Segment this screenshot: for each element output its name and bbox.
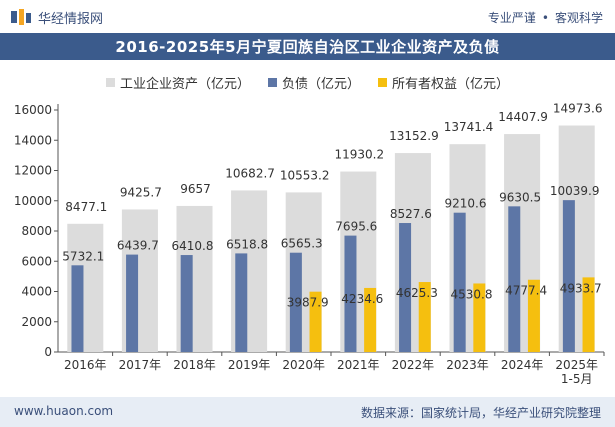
- data-label-equity: 4933.7: [560, 281, 602, 295]
- x-tick-label: 1-5月: [561, 372, 593, 386]
- data-label-assets: 10553.2: [280, 168, 330, 182]
- bar-liabilities: [562, 200, 575, 352]
- bar-equity: [582, 277, 595, 352]
- x-tick-label: 2016年: [64, 358, 107, 372]
- legend-item-equity: 所有者权益（亿元）: [378, 73, 509, 92]
- data-label-liabilities: 9630.5: [499, 190, 541, 204]
- y-tick-label: 4000: [21, 285, 52, 299]
- bar-liabilities: [399, 223, 412, 352]
- top-bar: 华经情报网 专业严谨 • 客观科学: [0, 0, 615, 34]
- data-label-assets: 14407.9: [498, 110, 548, 124]
- data-label-liabilities: 8527.6: [390, 207, 432, 221]
- bar-liabilities: [71, 265, 84, 352]
- x-tick-label: 2024年: [501, 358, 544, 372]
- x-tick-label: 2017年: [119, 358, 162, 372]
- bar-liabilities: [235, 253, 248, 352]
- y-tick-label: 16000: [14, 103, 52, 117]
- huajing-logo-icon: [11, 9, 31, 25]
- data-label-liabilities: 10039.9: [550, 184, 600, 198]
- data-label-liabilities: 6410.8: [172, 239, 214, 253]
- y-tick-label: 6000: [21, 254, 52, 268]
- legend-item-assets: 工业企业资产（亿元）: [105, 73, 250, 92]
- chart-title: 2016-2025年5月宁夏回族自治区工业企业资产及负债: [115, 38, 500, 56]
- legend-swatch-assets: [105, 77, 115, 87]
- legend: 工业企业资产（亿元） 负债（亿元） 所有者权益（亿元）: [0, 72, 615, 92]
- x-tick-label: 2022年: [392, 358, 435, 372]
- y-tick-label: 2000: [21, 315, 52, 329]
- data-label-assets: 11930.2: [334, 148, 384, 162]
- y-tick-label: 14000: [14, 133, 52, 147]
- data-label-equity: 4777.4: [505, 284, 547, 298]
- bar-equity: [527, 279, 540, 352]
- data-label-assets: 9425.7: [120, 185, 162, 199]
- data-label-assets: 10682.7: [225, 166, 275, 180]
- data-label-assets: 9657: [180, 182, 211, 196]
- brand-name: 华经情报网: [38, 11, 104, 27]
- header-tags: 专业严谨 • 客观科学: [488, 9, 603, 26]
- header-tag-professional: 专业严谨: [487, 11, 536, 25]
- data-label-assets: 13741.4: [444, 120, 494, 134]
- bar-liabilities: [126, 254, 139, 352]
- data-label-equity: 3987.9: [287, 296, 329, 310]
- bar-liabilities: [453, 212, 466, 352]
- header-tag-objective: 客观科学: [554, 11, 603, 25]
- x-tick-label: 2023年: [446, 358, 489, 372]
- bar-liabilities: [180, 255, 193, 352]
- x-tick-label: 2021年: [337, 358, 380, 372]
- footer-source: 数据来源：国家统计局，华经产业研究院整理: [360, 406, 601, 420]
- title-bar: 2016-2025年5月宁夏回族自治区工业企业资产及负债: [0, 33, 615, 60]
- x-tick-label: 2018年: [173, 358, 216, 372]
- data-label-assets: 14973.6: [553, 102, 603, 116]
- data-label-liabilities: 7695.6: [335, 220, 377, 234]
- data-label-equity: 4530.8: [451, 287, 493, 301]
- brand: 华经情报网: [10, 7, 103, 27]
- bar-equity: [418, 282, 431, 352]
- y-tick-label: 8000: [21, 224, 52, 238]
- x-tick-label: 2020年: [282, 358, 325, 372]
- legend-swatch-liabilities: [267, 77, 277, 87]
- data-label-equity: 4625.3: [396, 286, 438, 300]
- footer: www.huaon.com 数据来源：国家统计局，华经产业研究院整理: [0, 397, 615, 427]
- x-tick-label: 2025年: [555, 358, 598, 372]
- bar-liabilities: [344, 235, 357, 352]
- data-label-liabilities: 6565.3: [281, 237, 323, 251]
- separator-dot-icon: •: [541, 10, 549, 25]
- data-label-assets: 8477.1: [65, 200, 107, 214]
- data-label-liabilities: 6439.7: [117, 239, 159, 253]
- legend-label-assets: 工业企业资产（亿元）: [119, 76, 250, 92]
- legend-item-liabilities: 负债（亿元）: [267, 73, 360, 92]
- bar-equity: [309, 291, 322, 352]
- x-tick-label: 2019年: [228, 358, 271, 372]
- legend-label-liabilities: 负债（亿元）: [281, 76, 360, 92]
- data-label-liabilities: 9210.6: [445, 197, 487, 211]
- bar-equity: [364, 287, 377, 352]
- data-label-equity: 4234.6: [341, 292, 383, 306]
- y-tick-label: 0: [44, 345, 52, 359]
- data-label-liabilities: 6518.8: [226, 237, 268, 251]
- bar-liabilities: [289, 252, 302, 352]
- legend-label-equity: 所有者权益（亿元）: [392, 76, 510, 92]
- data-label-assets: 13152.9: [389, 129, 439, 143]
- legend-swatch-equity: [378, 77, 387, 87]
- bar-liabilities: [508, 206, 521, 352]
- footer-website[interactable]: www.huaon.com: [14, 404, 114, 418]
- y-tick-label: 10000: [14, 194, 52, 208]
- y-tick-label: 12000: [14, 164, 52, 178]
- data-label-liabilities: 5732.1: [62, 249, 104, 263]
- bar-equity: [473, 283, 486, 352]
